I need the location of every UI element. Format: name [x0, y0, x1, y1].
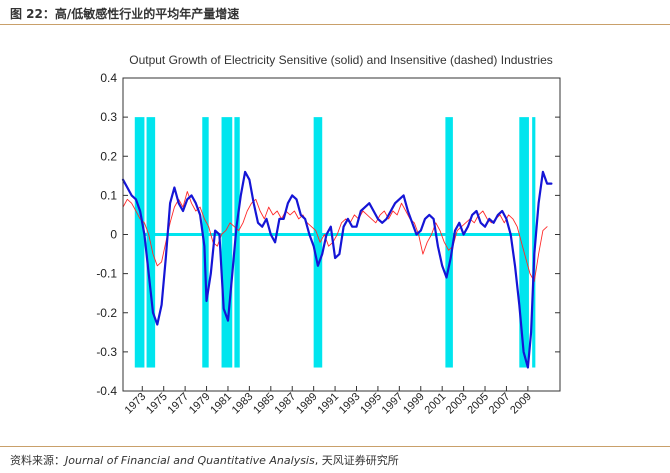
y-axis: -0.4 -0.3 -0.2 -0.1 0 0.1 0.2 0.3 0.4	[96, 71, 560, 398]
x-tick-label: 2003	[444, 391, 470, 417]
series-line-insensitive	[122, 191, 548, 282]
recession-band	[532, 117, 536, 368]
x-tick-label: 2007	[487, 391, 513, 417]
firm-name: 天风证券研究所	[321, 454, 399, 467]
x-tick-label: 2009	[508, 391, 534, 417]
x-tick-label: 1977	[165, 391, 191, 417]
y-tick-label: -0.2	[96, 306, 117, 320]
x-tick-label: 1997	[380, 391, 406, 417]
y-tick-label: 0	[110, 228, 117, 242]
y-tick-label: 0.2	[100, 149, 117, 163]
header-divider	[0, 24, 670, 25]
recession-bands	[134, 117, 536, 368]
source-label: 资料来源：	[10, 454, 65, 467]
x-tick-label: 1987	[273, 391, 299, 417]
y-tick-label: 0.3	[100, 110, 117, 124]
report-header: 图 22：高/低敏感性行业的平均年产量增速	[0, 0, 670, 26]
source-note: 资料来源：Journal of Financial and Quantitati…	[10, 452, 399, 468]
figure-title: 图 22：高/低敏感性行业的平均年产量增速	[10, 7, 240, 21]
y-tick-label: 0.4	[100, 71, 117, 85]
source-separator: ,	[314, 454, 322, 467]
recession-band	[134, 117, 145, 368]
journal-name: Journal of Financial and Quantitative An…	[65, 454, 315, 467]
recession-band	[234, 117, 240, 368]
x-tick-label: 1989	[294, 391, 320, 417]
x-tick-label: 1993	[337, 391, 363, 417]
recession-band	[445, 117, 453, 368]
x-tick-label: 2005	[465, 391, 491, 417]
x-tick-label: 1979	[187, 391, 213, 417]
recession-band	[202, 117, 209, 368]
x-tick-label: 1981	[208, 391, 234, 417]
x-tick-label: 1995	[358, 391, 384, 417]
y-tick-label: -0.1	[96, 267, 117, 281]
x-tick-label: 2001	[423, 391, 449, 417]
footer-divider	[0, 446, 670, 447]
y-tick-label: -0.3	[96, 345, 117, 359]
chart-title: Output Growth of Electricity Sensitive (…	[129, 53, 553, 67]
output-growth-chart: Output Growth of Electricity Sensitive (…	[96, 53, 561, 417]
x-tick-label: 1983	[230, 391, 256, 417]
recession-band	[221, 117, 233, 368]
x-tick-label: 1991	[315, 391, 341, 417]
series-layer	[121, 170, 553, 369]
x-tick-label: 1999	[401, 391, 427, 417]
x-tick-label: 1973	[123, 391, 149, 417]
recession-band	[519, 117, 529, 368]
x-tick-label: 1985	[251, 391, 277, 417]
recession-band	[313, 117, 323, 368]
x-tick-label: 1975	[144, 391, 170, 417]
y-tick-label: -0.4	[96, 384, 117, 398]
series-line-sensitive	[121, 170, 553, 369]
y-tick-label: 0.1	[100, 188, 117, 202]
